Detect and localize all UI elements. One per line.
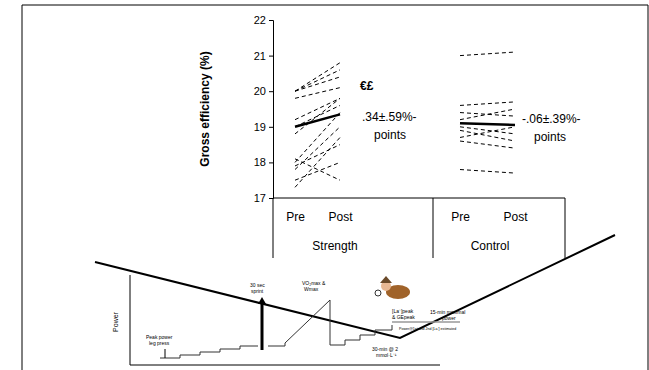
y-tick: 17: [254, 192, 273, 204]
y-tick-label: 20: [254, 85, 266, 97]
individual-line: [460, 127, 515, 138]
protocol-steps: [160, 300, 392, 358]
diagram-label: Wmax: [304, 286, 319, 292]
annotation: €£: [360, 79, 374, 93]
frame: [22, 5, 648, 370]
individual-line: [460, 141, 515, 148]
x-tick-label: Pre: [451, 210, 470, 224]
mean-line: [460, 123, 515, 125]
group-divider: [433, 198, 434, 258]
x-axis: Pre Post Pre Post: [286, 210, 528, 224]
y-tick-label: 17: [254, 192, 266, 204]
y-tick-mark: [269, 91, 273, 92]
y-tick: 20: [254, 85, 273, 97]
x-tick-label: Post: [328, 210, 353, 224]
tail-line: [392, 321, 460, 323]
y-tick-mark: [269, 162, 273, 163]
annotation: .34±.59%-: [362, 110, 417, 124]
plot-data: [295, 52, 515, 187]
individual-line: [460, 109, 515, 120]
individual-line: [295, 98, 340, 134]
annotation: points: [534, 130, 566, 144]
diagram-y-label: Power: [112, 311, 119, 332]
x-box: [273, 198, 565, 258]
individual-line: [295, 70, 340, 91]
x-tick: Pre: [451, 210, 470, 224]
group-label: Control: [471, 239, 510, 253]
y-tick-label: 19: [254, 121, 266, 133]
y-tick: 22: [254, 14, 273, 26]
y-tick-mark: [269, 20, 273, 21]
y-tick: 21: [254, 50, 273, 62]
group-divider: [565, 198, 566, 258]
individual-line: [295, 127, 340, 170]
y-axis-line: [269, 21, 274, 199]
diagram-label: power: [442, 315, 456, 321]
individual-line: [460, 127, 515, 134]
y-tick-mark: [269, 127, 273, 128]
detective-hat: [380, 276, 392, 283]
individual-line: [460, 102, 515, 106]
x-tick: Post: [328, 210, 353, 224]
y-tick-label: 18: [254, 156, 266, 168]
diagram-label: mmol·L⁻¹: [376, 352, 397, 358]
y-tick: 19: [254, 121, 273, 133]
detective-glass: [375, 290, 381, 296]
sprint-bar: [261, 302, 264, 350]
y-axis: 17 18 19 20 21 22: [254, 14, 274, 204]
y-tick-label: 21: [254, 50, 266, 62]
group-divider: [273, 198, 274, 258]
group-label: Strength: [312, 239, 357, 253]
individual-line: [460, 170, 515, 174]
individual-line: [295, 88, 340, 99]
individual-line: [295, 159, 340, 180]
diagram-label: & GEpeak: [392, 314, 415, 320]
annotation: -.06±.39%-: [522, 112, 581, 126]
leg-press-spike: [165, 349, 166, 358]
detective-icon: [375, 276, 410, 299]
sprint-arrow: [258, 297, 266, 304]
y-axis-title: Gross efficiency (%): [198, 51, 212, 166]
diagram-label: Power@1st and 2nd [La⁻] estimated: [399, 327, 456, 331]
individual-line: [460, 52, 515, 56]
x-tick: Pre: [286, 210, 305, 224]
canvas: 171819202122Gross efficiency (%)PrePostP…: [0, 0, 649, 370]
diagram-label: leg press: [149, 340, 170, 346]
x-tick: Post: [503, 210, 528, 224]
individual-line: [295, 137, 340, 187]
diagram-label: sprint: [251, 288, 264, 294]
x-tick-label: Pre: [286, 210, 305, 224]
protocol-diagram: PowerPeak powerleg press30 secsprintVO₂m…: [112, 275, 465, 365]
y-tick-mark: [269, 198, 273, 199]
mean-line: [295, 114, 340, 126]
zoom-lines: [95, 235, 615, 338]
individual-line: [295, 63, 340, 91]
x-axis-line: [273, 198, 565, 199]
individual-line: [295, 113, 340, 163]
y-tick-mark: [269, 56, 273, 57]
diagram-axes: [130, 275, 440, 365]
x-tick-label: Post: [503, 210, 528, 224]
y-tick: 18: [254, 156, 273, 168]
individual-line: [295, 77, 340, 91]
annotation: points: [374, 128, 406, 142]
y-tick-label: 22: [254, 14, 266, 26]
